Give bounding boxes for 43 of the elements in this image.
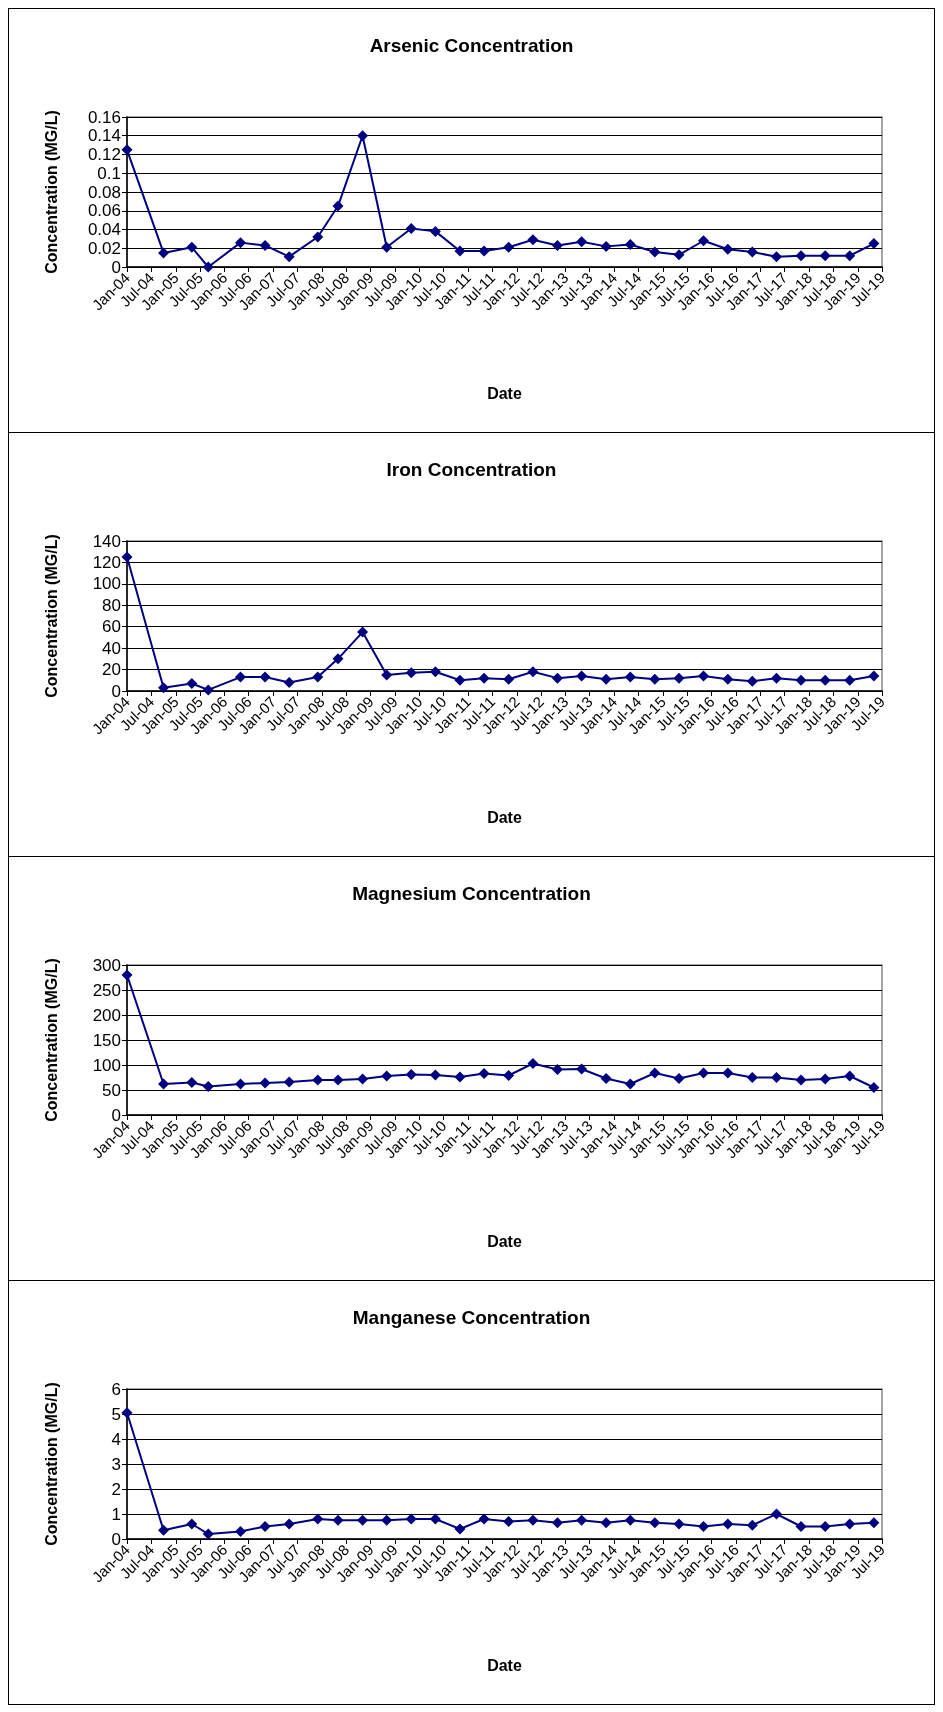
y-tick-label: 0 <box>111 1105 121 1125</box>
y-tick-label: 0.1 <box>97 163 121 183</box>
y-tick-label: 6 <box>111 1379 121 1399</box>
y-tick-label: 120 <box>92 552 121 572</box>
x-axis-title: Date <box>487 384 522 402</box>
y-axis-title: Concentration (MG/L) <box>42 1382 60 1546</box>
y-tick-label: 0.12 <box>87 145 121 164</box>
chart-title: Arsenic Concentration <box>369 35 574 56</box>
y-tick-label: 300 <box>92 955 121 975</box>
y-tick-label: 250 <box>92 980 121 1000</box>
y-tick-label: 3 <box>111 1454 121 1474</box>
chart-title: Magnesium Concentration <box>352 883 591 904</box>
x-axis-title: Date <box>487 1656 522 1674</box>
y-tick-label: 50 <box>102 1080 121 1100</box>
y-axis-title: Concentration (MG/L) <box>42 534 60 698</box>
y-tick-label: 0.02 <box>87 238 121 258</box>
y-tick-label: 2 <box>111 1479 121 1499</box>
y-axis-title: Concentration (MG/L) <box>42 110 60 274</box>
y-tick-label: 1 <box>111 1504 121 1524</box>
y-tick-label: 200 <box>92 1005 121 1025</box>
y-tick-label: 140 <box>92 531 121 551</box>
y-tick-label: 60 <box>102 617 121 637</box>
y-tick-label: 0.06 <box>87 201 121 221</box>
y-tick-label: 100 <box>92 1055 121 1075</box>
x-axis-title: Date <box>487 1232 522 1250</box>
chart-title: Manganese Concentration <box>352 1307 591 1328</box>
y-tick-label: 20 <box>102 660 121 680</box>
y-tick-label: 5 <box>111 1404 121 1424</box>
y-tick-label: 150 <box>92 1030 121 1050</box>
y-tick-label: 4 <box>111 1429 121 1449</box>
y-tick-label: 0.04 <box>87 220 121 239</box>
y-tick-label: 0 <box>111 1529 121 1549</box>
y-tick-label: 100 <box>92 574 121 594</box>
y-tick-label: 80 <box>102 595 121 615</box>
y-axis-title: Concentration (MG/L) <box>42 958 60 1122</box>
chart-title: Iron Concentration <box>386 459 557 480</box>
y-tick-label: 0.08 <box>87 182 121 202</box>
y-tick-label: 0 <box>111 681 121 701</box>
y-tick-label: 0.16 <box>87 107 121 127</box>
y-tick-label: 40 <box>102 638 121 658</box>
x-axis-title: Date <box>487 808 522 826</box>
y-tick-label: 0.14 <box>87 126 121 146</box>
y-tick-label: 0 <box>111 257 121 277</box>
